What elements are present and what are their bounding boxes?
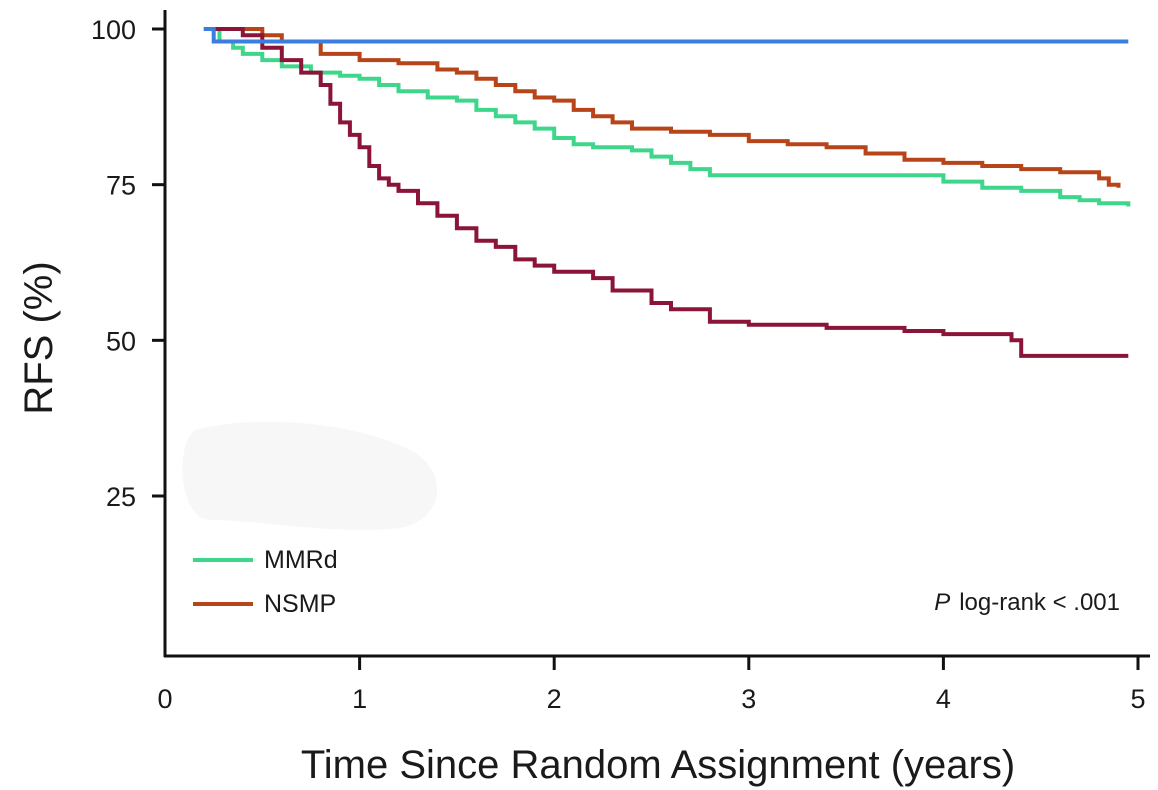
x-tick-label-1: 1: [352, 684, 367, 714]
p-italic: P: [934, 589, 950, 616]
series-line-curve-2: [203, 27, 1129, 358]
y-tick-label-25: 25: [106, 482, 136, 512]
series-line-mmrd: [203, 27, 1131, 207]
legend: MMRd NSMP: [193, 546, 338, 618]
p-value-text: log-rank < .001: [959, 589, 1120, 616]
y-ticks: 25 50 75 100: [91, 15, 165, 512]
x-tick-label-3: 3: [741, 684, 756, 714]
x-ticks: 0 1 2 3 4 5: [157, 656, 1146, 714]
y-axis-title: RFS (%): [17, 261, 61, 414]
y-tick-label-50: 50: [106, 326, 136, 356]
legend-label-nsmp: NSMP: [264, 590, 336, 618]
legend-label-mmrd: MMRd: [264, 546, 338, 574]
x-tick-label-0: 0: [157, 684, 172, 714]
x-tick-label-4: 4: [936, 684, 951, 714]
series-layer: [203, 27, 1131, 358]
series-line-nsmp: [203, 27, 1121, 188]
x-axis-title: Time Since Random Assignment (years): [301, 743, 1015, 787]
smudge-shape: [182, 421, 438, 530]
y-tick-label-75: 75: [106, 171, 136, 201]
series-line-curve-3: [203, 27, 1129, 44]
x-tick-label-5: 5: [1130, 684, 1145, 714]
y-tick-label-100: 100: [91, 15, 136, 45]
x-tick-label-2: 2: [547, 684, 562, 714]
